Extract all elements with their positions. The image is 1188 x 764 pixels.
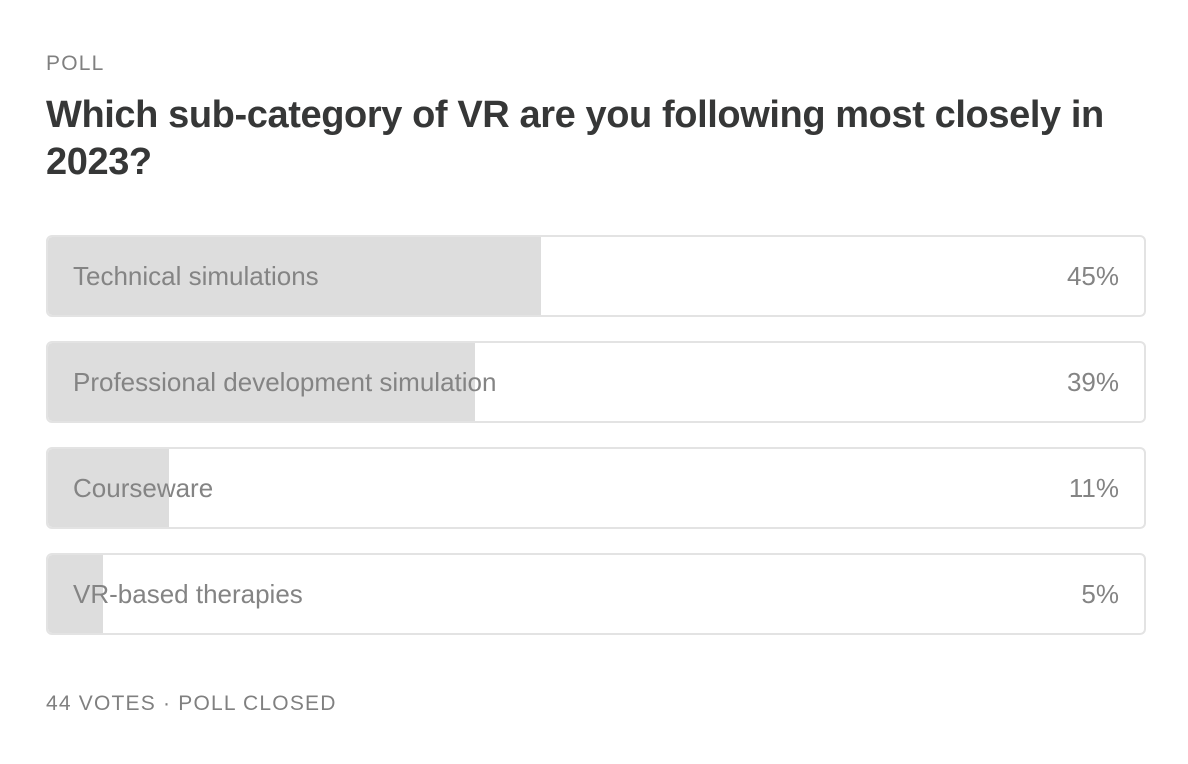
poll-option-percent: 5% — [1081, 579, 1119, 609]
poll-result-bar — [48, 343, 476, 421]
poll-eyebrow: POLL — [46, 52, 105, 75]
poll-option-label: Professional development simulation — [73, 367, 497, 397]
poll-option-professional-development-simulation: Professional development simulation 39% — [46, 341, 1146, 423]
poll-result-bar — [48, 237, 542, 315]
poll-option-label: Courseware — [73, 473, 214, 503]
poll-option-vr-based-therapies: VR-based therapies 5% — [46, 553, 1146, 635]
poll-option-label: Technical simulations — [73, 261, 319, 291]
vote-count: 44 VOTES — [46, 692, 156, 715]
footer-separator: · — [163, 692, 172, 715]
poll-result-bar — [48, 555, 103, 633]
poll-options: Technical simulations 45% Professional d… — [46, 235, 1146, 659]
poll-option-technical-simulations: Technical simulations 45% — [46, 235, 1146, 317]
poll-option-percent: 39% — [1066, 367, 1119, 397]
poll-result-bar — [48, 449, 169, 527]
poll-question: Which sub-category of VR are you followi… — [46, 94, 1104, 183]
poll-status: POLL CLOSED — [178, 692, 337, 715]
poll-option-label: VR-based therapies — [73, 579, 303, 609]
poll-option-percent: 11% — [1068, 473, 1119, 503]
poll-footer: 44 VOTES · POLL CLOSED — [46, 692, 337, 716]
poll-option-percent: 45% — [1066, 261, 1119, 291]
poll-option-courseware: Courseware 11% — [46, 447, 1146, 529]
